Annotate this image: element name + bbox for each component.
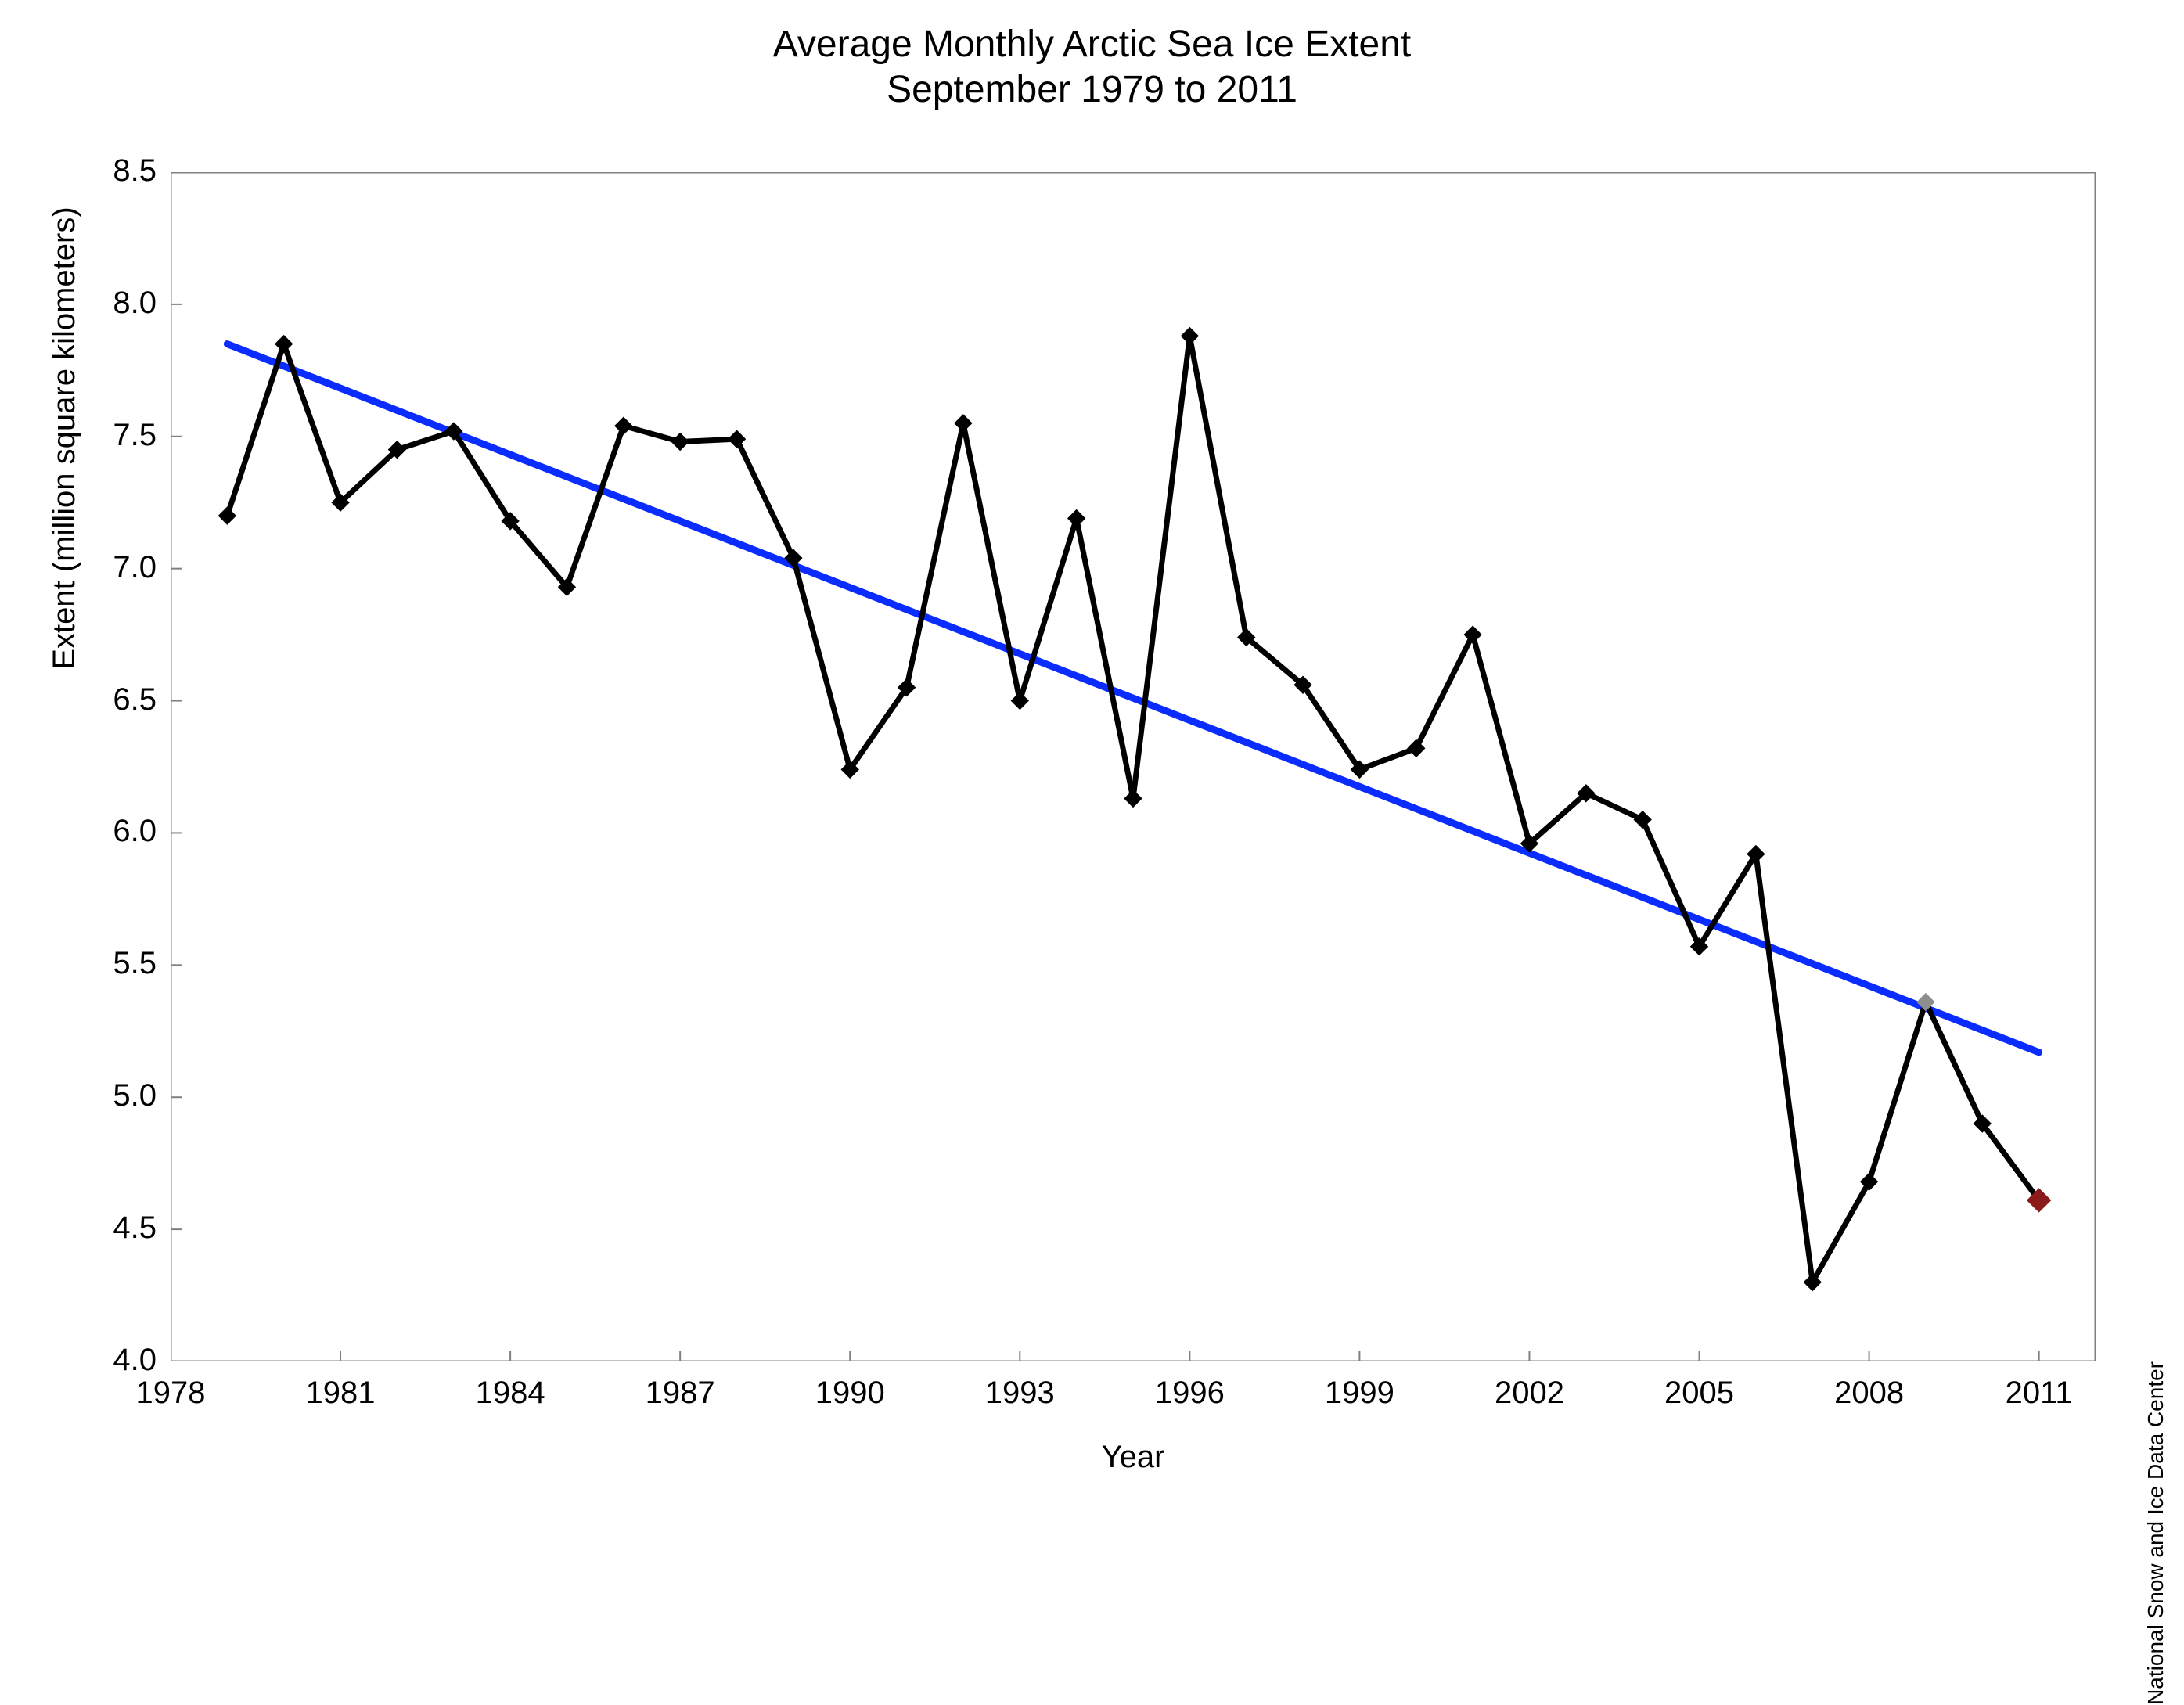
data-marker <box>218 507 236 524</box>
x-tick-label: 2008 <box>1822 1376 1916 1411</box>
x-tick-label: 1978 <box>124 1376 218 1411</box>
y-tick-label: 8.0 <box>113 286 157 321</box>
chart-title-line1: Average Monthly Arctic Sea Ice Extent <box>773 23 1412 65</box>
data-marker <box>1124 790 1142 808</box>
y-tick-label: 7.0 <box>113 550 157 585</box>
chart-title: Average Monthly Arctic Sea Ice Extent Se… <box>0 0 2184 112</box>
x-tick-label: 2011 <box>1992 1376 2086 1411</box>
y-axis-label: Extent (million square kilometers) <box>47 0 82 1033</box>
x-tick-label: 1990 <box>803 1376 897 1411</box>
data-marker <box>1634 811 1651 829</box>
chart-title-line2: September 1979 to 2011 <box>887 69 1297 110</box>
data-marker <box>615 417 632 434</box>
data-marker <box>1068 509 1085 527</box>
data-marker <box>1011 692 1028 710</box>
x-tick-label: 1993 <box>973 1376 1067 1411</box>
plot-svg <box>171 172 2096 1361</box>
x-tick-label: 1996 <box>1142 1376 1236 1411</box>
data-marker <box>1181 327 1198 344</box>
data-marker <box>275 336 293 353</box>
y-tick-label: 6.0 <box>113 814 157 849</box>
data-marker <box>671 433 689 451</box>
y-tick-label: 7.5 <box>113 418 157 453</box>
plot-area <box>171 172 2096 1361</box>
y-tick-label: 6.5 <box>113 682 157 718</box>
x-tick-label: 1987 <box>633 1376 727 1411</box>
y-tick-label: 4.5 <box>113 1210 157 1246</box>
x-tick-label: 1999 <box>1312 1376 1406 1411</box>
x-tick-label: 1981 <box>293 1376 387 1411</box>
x-tick-label: 2005 <box>1653 1376 1747 1411</box>
credit-text: National Snow and Ice Data Center <box>2143 1361 2168 1705</box>
y-tick-label: 4.0 <box>113 1343 157 1378</box>
x-axis-label: Year <box>171 1440 2096 1475</box>
x-tick-label: 1984 <box>463 1376 557 1411</box>
x-tick-label: 2002 <box>1482 1376 1576 1411</box>
y-tick-label: 5.0 <box>113 1078 157 1113</box>
data-marker <box>955 415 972 432</box>
data-marker <box>729 430 746 448</box>
chart-figure: Average Monthly Arctic Sea Ice Extent Se… <box>0 0 2184 1552</box>
y-tick-label: 8.5 <box>113 153 157 189</box>
y-tick-label: 5.5 <box>113 946 157 981</box>
